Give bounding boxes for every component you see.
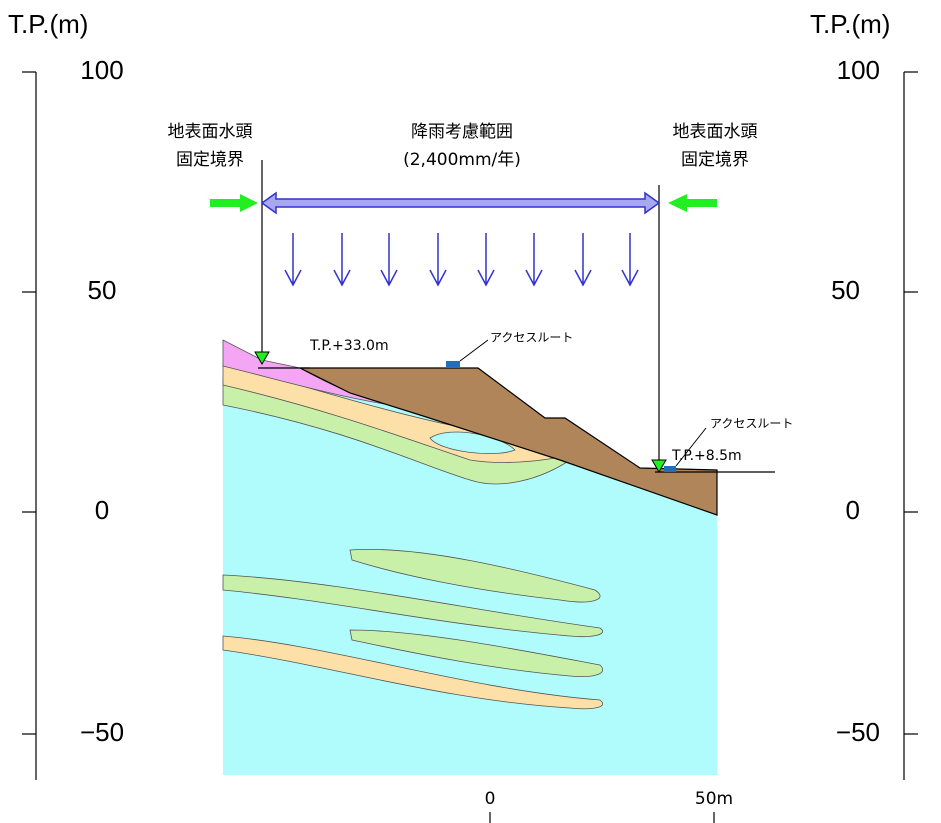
tick-label: −50 (836, 717, 880, 747)
scale-label: 0 (485, 789, 496, 809)
label: アクセスルート (490, 331, 573, 345)
tick-label: 50 (88, 275, 117, 305)
tick-label: 0 (95, 495, 109, 525)
axes (22, 71, 918, 780)
leader (675, 427, 707, 467)
scale-ticks (489, 812, 715, 823)
ground (222, 339, 718, 775)
tick-label: 0 (846, 495, 860, 525)
inflow-arrow (210, 194, 258, 212)
inflow-arrow (668, 194, 717, 212)
tick-label: 100 (80, 55, 123, 85)
water-level (254, 351, 270, 365)
label: 固定境界 (176, 150, 244, 170)
axis-title: T.P.(m) (810, 9, 890, 39)
label: 地表面水頭 (168, 122, 253, 142)
label: T.P.+33.0m (309, 338, 389, 354)
water-level (651, 459, 667, 473)
tick-label: 50 (831, 275, 860, 305)
scale-label: 50m (695, 789, 733, 809)
tick-label: −50 (80, 717, 124, 747)
label: 固定境界 (681, 150, 749, 170)
label: 地表面水頭 (673, 122, 758, 142)
leader (459, 339, 489, 362)
label: (2,400mm/年) (403, 150, 521, 170)
tick-label: 100 (837, 55, 880, 85)
label: T.P.+8.5m (671, 448, 742, 464)
label: 降雨考慮範囲 (411, 122, 513, 142)
access-route (446, 361, 460, 367)
access-route (664, 466, 676, 472)
axis-title: T.P.(m) (8, 9, 88, 39)
label: アクセスルート (710, 417, 793, 431)
rain-range-arrow (260, 191, 661, 215)
rain-arrows (284, 233, 639, 287)
